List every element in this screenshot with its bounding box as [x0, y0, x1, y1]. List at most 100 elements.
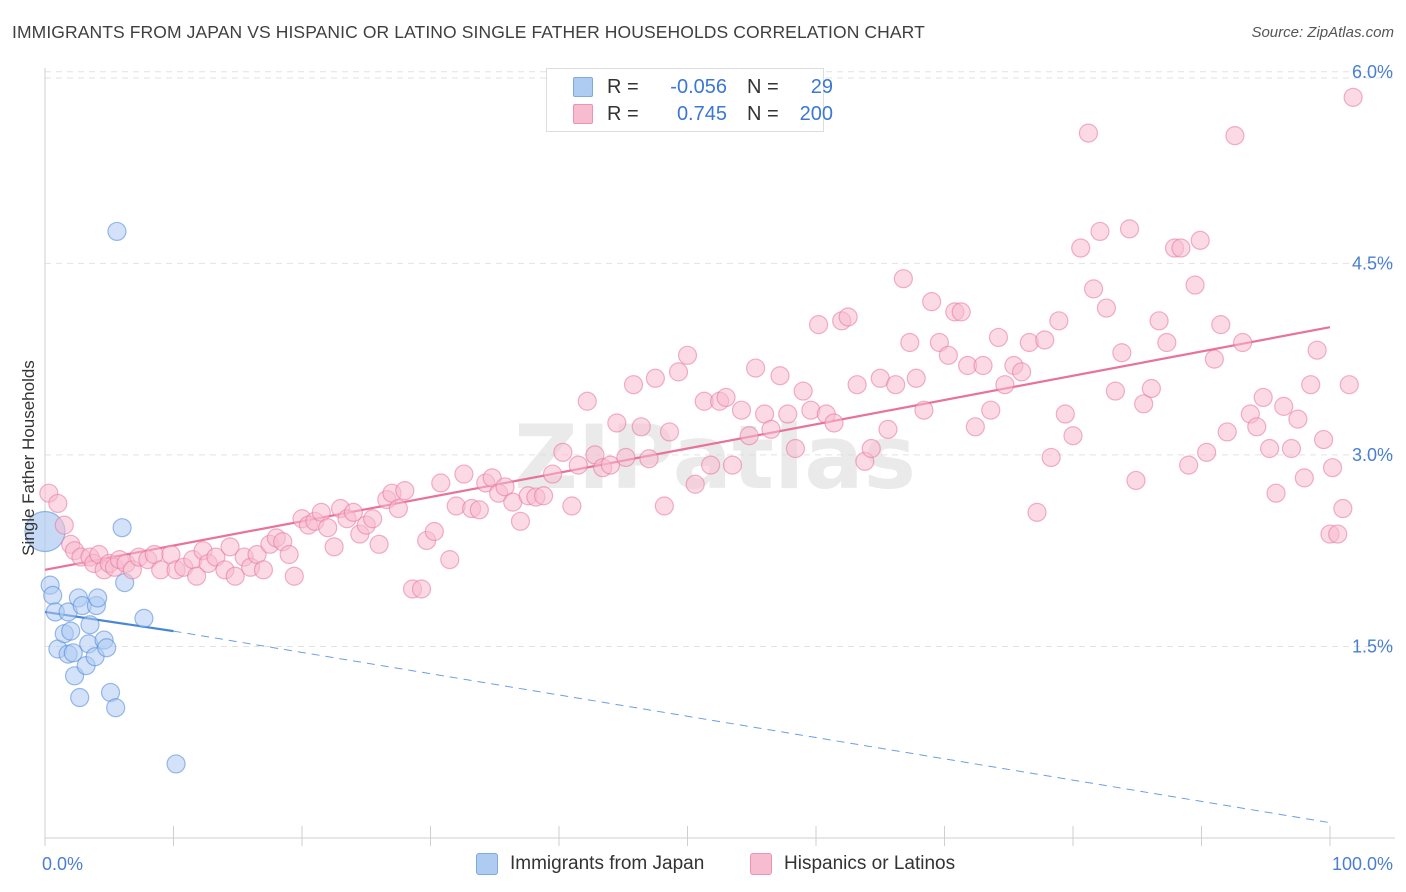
hispanic-point [701, 455, 721, 475]
hispanic-point [1260, 438, 1280, 459]
hispanic-point [1281, 438, 1302, 459]
legend-row-hispanic: R = 0.745 N = 200 [573, 102, 833, 126]
x-tick-label: 100.0% [1332, 854, 1393, 874]
hispanic-point [469, 500, 489, 520]
hispanic-point [900, 332, 920, 353]
legend-swatch-hispanic [573, 104, 593, 124]
legend-n-label: N = [747, 102, 779, 125]
hispanic-point [1322, 458, 1343, 478]
hispanic-point [1185, 275, 1205, 295]
hispanic-point [1225, 126, 1245, 146]
hispanic-point [568, 455, 588, 475]
hispanic-point [1035, 330, 1055, 350]
hispanic-point [1078, 123, 1099, 143]
hispanic-point [922, 292, 942, 312]
hispanic-point [284, 566, 304, 586]
hispanic-point [1063, 426, 1083, 446]
hispanic-point [553, 442, 573, 462]
japan-point [106, 698, 126, 718]
bottom-legend-swatch-japan [476, 853, 498, 875]
legend-n-value: 200 [799, 102, 833, 125]
legend-r-label: R = [607, 102, 639, 125]
hispanic-point [1339, 375, 1359, 395]
hispanic-point [424, 521, 444, 542]
hispanic-point [824, 413, 844, 433]
hispanic-point [542, 464, 563, 484]
hispanic-point [279, 544, 299, 565]
hispanic-point [778, 404, 798, 424]
hispanic-point [324, 537, 344, 557]
hispanic-point [1328, 524, 1348, 544]
hispanic-point [454, 464, 474, 484]
hispanic-point [995, 375, 1015, 395]
legend-swatch-japan [573, 77, 593, 97]
hispanic-point [847, 375, 867, 395]
hispanic-point [1313, 429, 1334, 450]
hispanic-point [440, 550, 460, 570]
hispanic-point [1217, 422, 1237, 442]
legend-r-label: R = [607, 75, 639, 98]
hispanic-point [988, 327, 1009, 348]
hispanic-point [770, 366, 790, 386]
hispanic-point [533, 486, 554, 506]
hispanic-point [1179, 455, 1199, 475]
hispanic-point [369, 534, 389, 554]
hispanic-point [981, 400, 1001, 420]
hispanic-point [220, 537, 240, 557]
hispanic-point [808, 315, 829, 335]
hispanic-point [343, 502, 363, 522]
hispanic-point [938, 345, 958, 365]
legend-n-label: N = [747, 75, 779, 98]
japan-point [112, 518, 132, 538]
hispanic-point [1197, 442, 1217, 462]
hispanic-point [1233, 332, 1253, 353]
hispanic-point [893, 269, 913, 289]
hispanic-point [1141, 378, 1161, 399]
bottom-legend-label-japan: Immigrants from Japan [510, 853, 705, 874]
japan-point [80, 615, 100, 635]
hispanic-point [645, 368, 665, 388]
hispanic-point [607, 413, 627, 433]
hispanic-point [1071, 238, 1091, 258]
axes [44, 68, 1395, 846]
bottom-legend-swatch-hispanic [750, 853, 772, 875]
hispanic-point [1204, 349, 1224, 369]
hispanic-point [1274, 396, 1294, 416]
hispanic-point [746, 358, 766, 378]
hispanic-point [654, 496, 674, 516]
legend-row-japan: R = -0.056 N = 29 [573, 75, 833, 99]
hispanic-point [793, 381, 813, 401]
hispanic-point [965, 417, 985, 437]
hispanic-point [562, 496, 582, 516]
chart-source: Source: ZipAtlas.com [1251, 24, 1394, 41]
legend-r-value: -0.056 [670, 75, 727, 98]
japan-trendline-extension [173, 630, 1331, 824]
series-japan [24, 221, 186, 774]
hispanic-point [48, 493, 68, 514]
hispanic-point [1096, 298, 1117, 318]
hispanic-point [722, 455, 743, 475]
hispanic-point [388, 498, 408, 519]
hispanic-point [1055, 404, 1075, 424]
bottom-legend-label-hispanic: Hispanics or Latinos [784, 853, 956, 874]
hispanic-point [187, 566, 207, 586]
hispanic-point [631, 417, 651, 437]
hispanic-point [1157, 332, 1177, 353]
legend-n-value: 29 [810, 75, 833, 98]
hispanic-point [886, 375, 906, 395]
hispanic-point [1112, 343, 1132, 363]
bottom-legend-japan: Immigrants from Japan [476, 852, 704, 876]
japan-point [88, 588, 108, 608]
hispanic-point [1041, 447, 1061, 468]
hispanic-point [1211, 315, 1231, 335]
hispanic-point [659, 422, 680, 442]
hispanic-point [431, 473, 451, 493]
y-tick-label: 3.0% [1352, 445, 1393, 465]
hispanic-point [1266, 483, 1286, 503]
hispanic-point [1083, 279, 1104, 299]
hispanic-point [1149, 311, 1169, 331]
hispanic-point [906, 368, 926, 388]
hispanic-point [685, 474, 705, 494]
hispanic-point [739, 426, 759, 446]
hispanic-trendline [44, 326, 1331, 571]
